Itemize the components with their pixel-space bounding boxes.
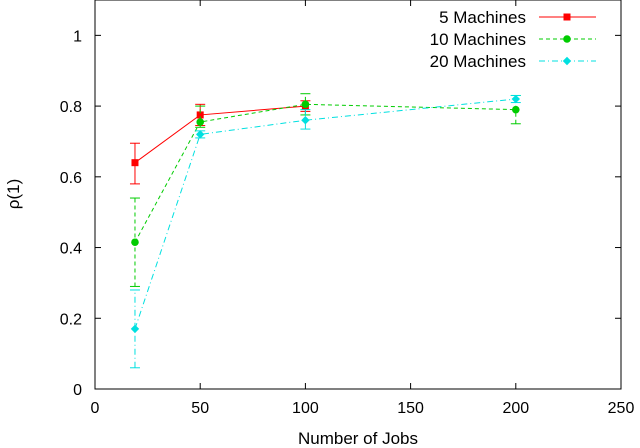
series-1 bbox=[129, 100, 311, 185]
data-point bbox=[131, 159, 139, 167]
legend-label: 10 Machines bbox=[430, 30, 526, 49]
axis-ticks: 0 50 100 150 200 250 0 0.2 0.4 0.6 0.8 1 bbox=[60, 0, 635, 417]
series-line bbox=[134, 105, 306, 164]
y-tick-label: 1 bbox=[73, 28, 82, 45]
x-tick-label: 50 bbox=[191, 400, 209, 417]
data-point bbox=[131, 238, 139, 247]
data-point bbox=[512, 105, 520, 114]
x-tick-label: 250 bbox=[608, 400, 635, 417]
y-axis-label: ρ(1) bbox=[4, 179, 23, 209]
data-point bbox=[301, 100, 310, 109]
legend: 5 Machines 10 Machines 20 Machines bbox=[430, 8, 596, 71]
x-tick-label: 200 bbox=[502, 400, 529, 417]
y-tick-label: 0.8 bbox=[60, 99, 82, 116]
series-layer bbox=[129, 93, 521, 369]
legend-marker bbox=[563, 13, 571, 21]
y-tick-label: 0.2 bbox=[60, 311, 82, 328]
y-tick-label: 0.6 bbox=[60, 170, 82, 187]
legend-marker bbox=[563, 35, 571, 43]
data-point bbox=[301, 116, 310, 125]
data-point bbox=[196, 111, 204, 119]
legend-label: 5 Machines bbox=[439, 8, 526, 27]
x-tick-label: 100 bbox=[292, 400, 319, 417]
legend-marker bbox=[562, 56, 572, 66]
series-line bbox=[134, 103, 516, 243]
data-point bbox=[511, 94, 520, 104]
series-line bbox=[134, 98, 516, 330]
x-tick-label: 150 bbox=[397, 400, 424, 417]
series-2 bbox=[129, 93, 521, 287]
x-tick-label: 0 bbox=[91, 400, 100, 417]
legend-label: 20 Machines bbox=[430, 52, 526, 71]
series-3 bbox=[129, 94, 521, 369]
data-point bbox=[196, 130, 205, 139]
data-point bbox=[196, 118, 204, 126]
data-point bbox=[130, 324, 140, 334]
plot-frame bbox=[94, 0, 622, 390]
y-tick-label: 0 bbox=[73, 382, 82, 399]
x-axis-label: Number of Jobs bbox=[298, 429, 418, 448]
y-tick-label: 0.4 bbox=[60, 241, 82, 258]
